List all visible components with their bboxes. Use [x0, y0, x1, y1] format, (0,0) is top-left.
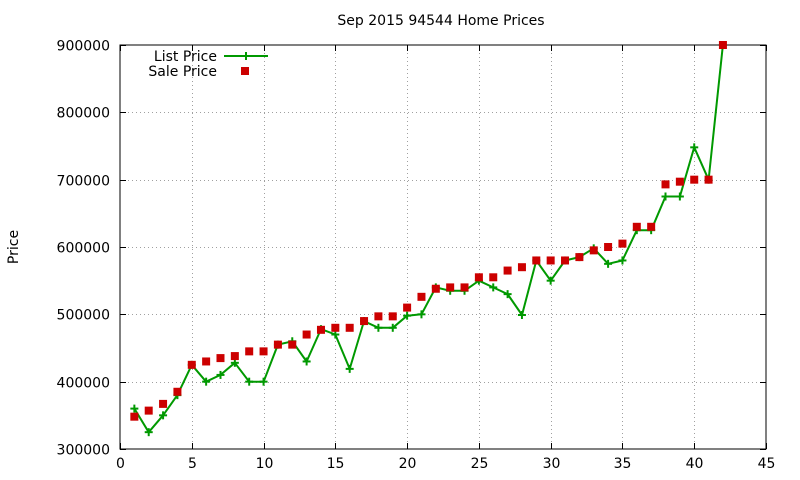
tick-layer: 300000 400000 500000 600000 700000 800000 9000…: [57, 39, 776, 473]
sale-price-point: [273, 340, 282, 349]
list-price-point: [503, 290, 512, 299]
list-price-point: [259, 377, 268, 386]
chart-title: Sep 2015 94544 Home Prices: [337, 13, 544, 29]
sale-price-point: [489, 273, 498, 282]
list-price-point: [489, 283, 498, 292]
list-price-point: [302, 357, 311, 366]
sale-price-point: [532, 256, 541, 265]
list-price-point: [159, 411, 168, 420]
y-tick-label: 500000: [57, 308, 110, 324]
list-price-line: [133, 44, 724, 434]
list-price-point: [216, 370, 225, 379]
sale-price-point: [618, 239, 627, 248]
sale-price-point: [159, 399, 168, 408]
sale-price-point: [718, 41, 727, 49]
legend-marker-sale-price: [241, 67, 249, 75]
x-tick-label: 20: [399, 456, 417, 472]
sale-price-point: [604, 243, 613, 251]
x-tick-label: 0: [116, 456, 125, 472]
y-tick-label: 400000: [57, 376, 110, 392]
list-price-point: [331, 330, 340, 339]
x-tick-label: 30: [543, 456, 561, 472]
sale-price-point: [503, 266, 512, 275]
sale-price-point: [374, 312, 383, 321]
sale-price-point: [187, 360, 196, 369]
sale-price-point: [561, 256, 570, 265]
x-tick-label: 25: [471, 456, 489, 472]
sale-price-point: [403, 303, 412, 312]
sale-price-point: [446, 283, 455, 292]
list-price-point: [130, 404, 139, 413]
sale-price-point: [331, 323, 340, 332]
sale-price-point: [647, 222, 656, 231]
y-tick-label: 300000: [57, 443, 110, 459]
sale-price-point: [173, 387, 182, 396]
sale-price-point: [690, 175, 699, 184]
sale-price-point: [517, 263, 526, 272]
list-price-point: [388, 323, 397, 332]
list-price-point: [546, 276, 555, 285]
sale-price-point: [216, 354, 225, 363]
sale-price-point: [144, 406, 153, 415]
sale-price-point: [230, 352, 239, 361]
list-price-point: [417, 310, 426, 319]
y-tick-label: 900000: [57, 39, 110, 55]
x-tick-label: 5: [188, 456, 197, 472]
sale-price-point: [417, 292, 426, 301]
x-tick-label: 15: [327, 456, 345, 472]
sale-price-point: [675, 177, 684, 186]
x-tick-label: 10: [256, 456, 274, 472]
sale-price-point: [704, 175, 713, 184]
sale-price-point: [288, 340, 297, 349]
sale-price-point: [589, 246, 598, 255]
series-layer: [130, 41, 727, 437]
sale-price-point: [474, 273, 483, 282]
list-price-point: [690, 143, 699, 152]
legend-plus-marker: [242, 52, 250, 60]
y-tick-label: 800000: [57, 106, 110, 122]
sale-price-point: [302, 330, 311, 339]
list-price-point: [675, 192, 684, 201]
sale-price-point: [316, 325, 325, 334]
x-tick-label: 40: [686, 456, 704, 472]
list-price-point: [202, 377, 211, 386]
legend-label-sale-price: Sale Price: [148, 64, 217, 80]
legend-label-list-price: List Price: [154, 49, 217, 65]
sale-price-point: [632, 222, 641, 231]
list-price-point: [604, 259, 613, 268]
list-price-point: [403, 311, 412, 320]
x-tick-label: 45: [758, 456, 776, 472]
sale-price-point: [661, 180, 670, 189]
y-axis-label: Price: [6, 230, 22, 264]
list-price-point: [661, 192, 670, 201]
y-tick-label: 600000: [57, 241, 110, 257]
x-tick-label: 35: [614, 456, 632, 472]
sale-price-point: [360, 317, 369, 326]
list-price-point: [144, 428, 153, 437]
list-price-point: [517, 311, 526, 320]
list-price-point: [374, 323, 383, 332]
legend: List Price Sale Price: [148, 49, 268, 80]
sale-price-point: [546, 256, 555, 265]
legend-marker-list-price: [242, 52, 250, 60]
list-price-point: [345, 364, 354, 373]
sale-price-point: [388, 312, 397, 321]
sale-price-point: [575, 253, 584, 262]
sale-price-point: [245, 347, 254, 356]
list-price-point: [618, 256, 627, 265]
sale-price-point: [259, 347, 268, 356]
sale-price-point: [431, 284, 440, 293]
sale-price-point: [460, 283, 469, 292]
sale-price-point: [130, 412, 139, 421]
sale-price-point: [345, 323, 354, 332]
list-price-point: [245, 377, 254, 386]
sale-price-point: [202, 357, 211, 366]
list-price-point: [230, 358, 239, 367]
y-tick-label: 700000: [57, 174, 110, 190]
